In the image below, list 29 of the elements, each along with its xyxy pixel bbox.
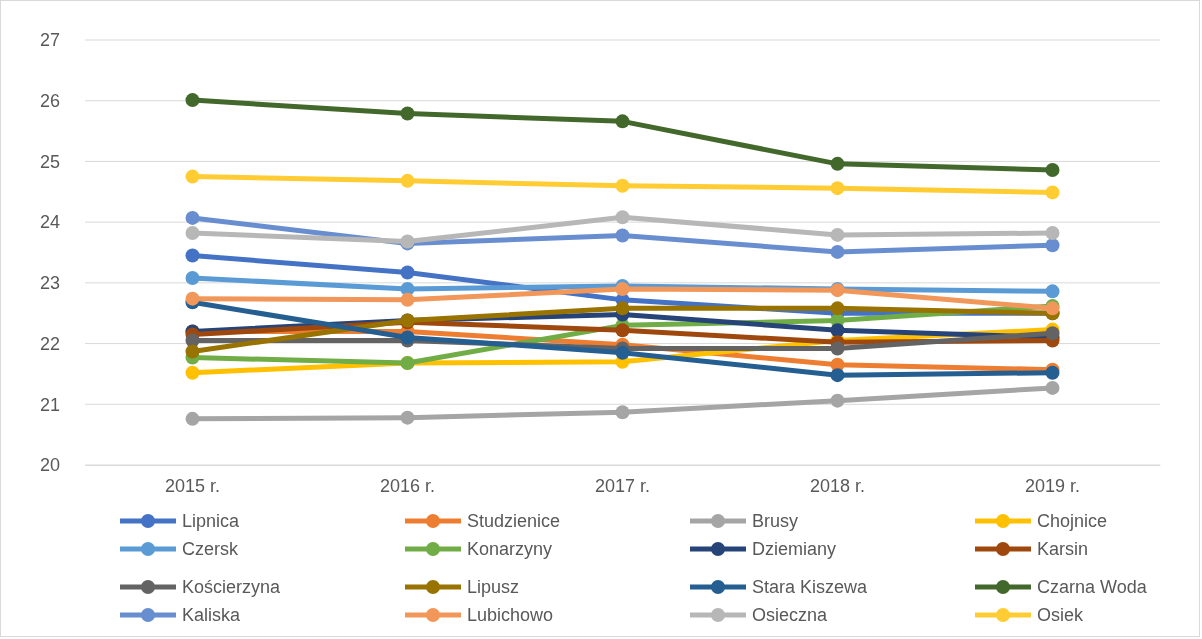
legend-label: Stara Kiszewa: [752, 577, 869, 598]
legend-label: Osiek: [1037, 605, 1085, 626]
x-tick-label: 2019 r.: [1024, 475, 1081, 496]
legend-label: Lipnica: [182, 511, 241, 532]
legend-label: Czersk: [182, 539, 239, 560]
legend-label: Dziemiany: [752, 539, 837, 560]
legend-label: Lubichowo: [467, 605, 554, 626]
y-tick-label: 27: [39, 30, 60, 51]
x-tick-label: 2015 r.: [164, 475, 221, 496]
x-tick-label: 2018 r.: [809, 475, 866, 496]
legend-label: Karsin: [1037, 539, 1089, 560]
legend-label: Brusy: [752, 511, 799, 532]
y-tick-label: 26: [39, 90, 60, 111]
y-tick-label: 20: [39, 455, 60, 476]
y-tick-label: 24: [39, 212, 60, 233]
y-tick-label: 25: [39, 151, 60, 172]
y-tick-label: 23: [39, 273, 60, 294]
legend-label: Czarna Woda: [1037, 577, 1148, 598]
x-tick-label: 2017 r.: [594, 475, 651, 496]
legend-label: Kościerzyna: [182, 577, 282, 598]
legend-label: Osieczna: [752, 605, 829, 626]
legend-label: Kaliska: [182, 605, 242, 626]
legend-label: Studzienice: [467, 511, 561, 532]
legend-label: Chojnice: [1037, 511, 1108, 532]
legend-label: Konarzyny: [467, 539, 553, 560]
x-tick-label: 2016 r.: [379, 475, 436, 496]
y-tick-label: 22: [39, 333, 60, 354]
y-tick-label: 21: [39, 394, 60, 415]
legend-label: Lipusz: [467, 577, 520, 598]
